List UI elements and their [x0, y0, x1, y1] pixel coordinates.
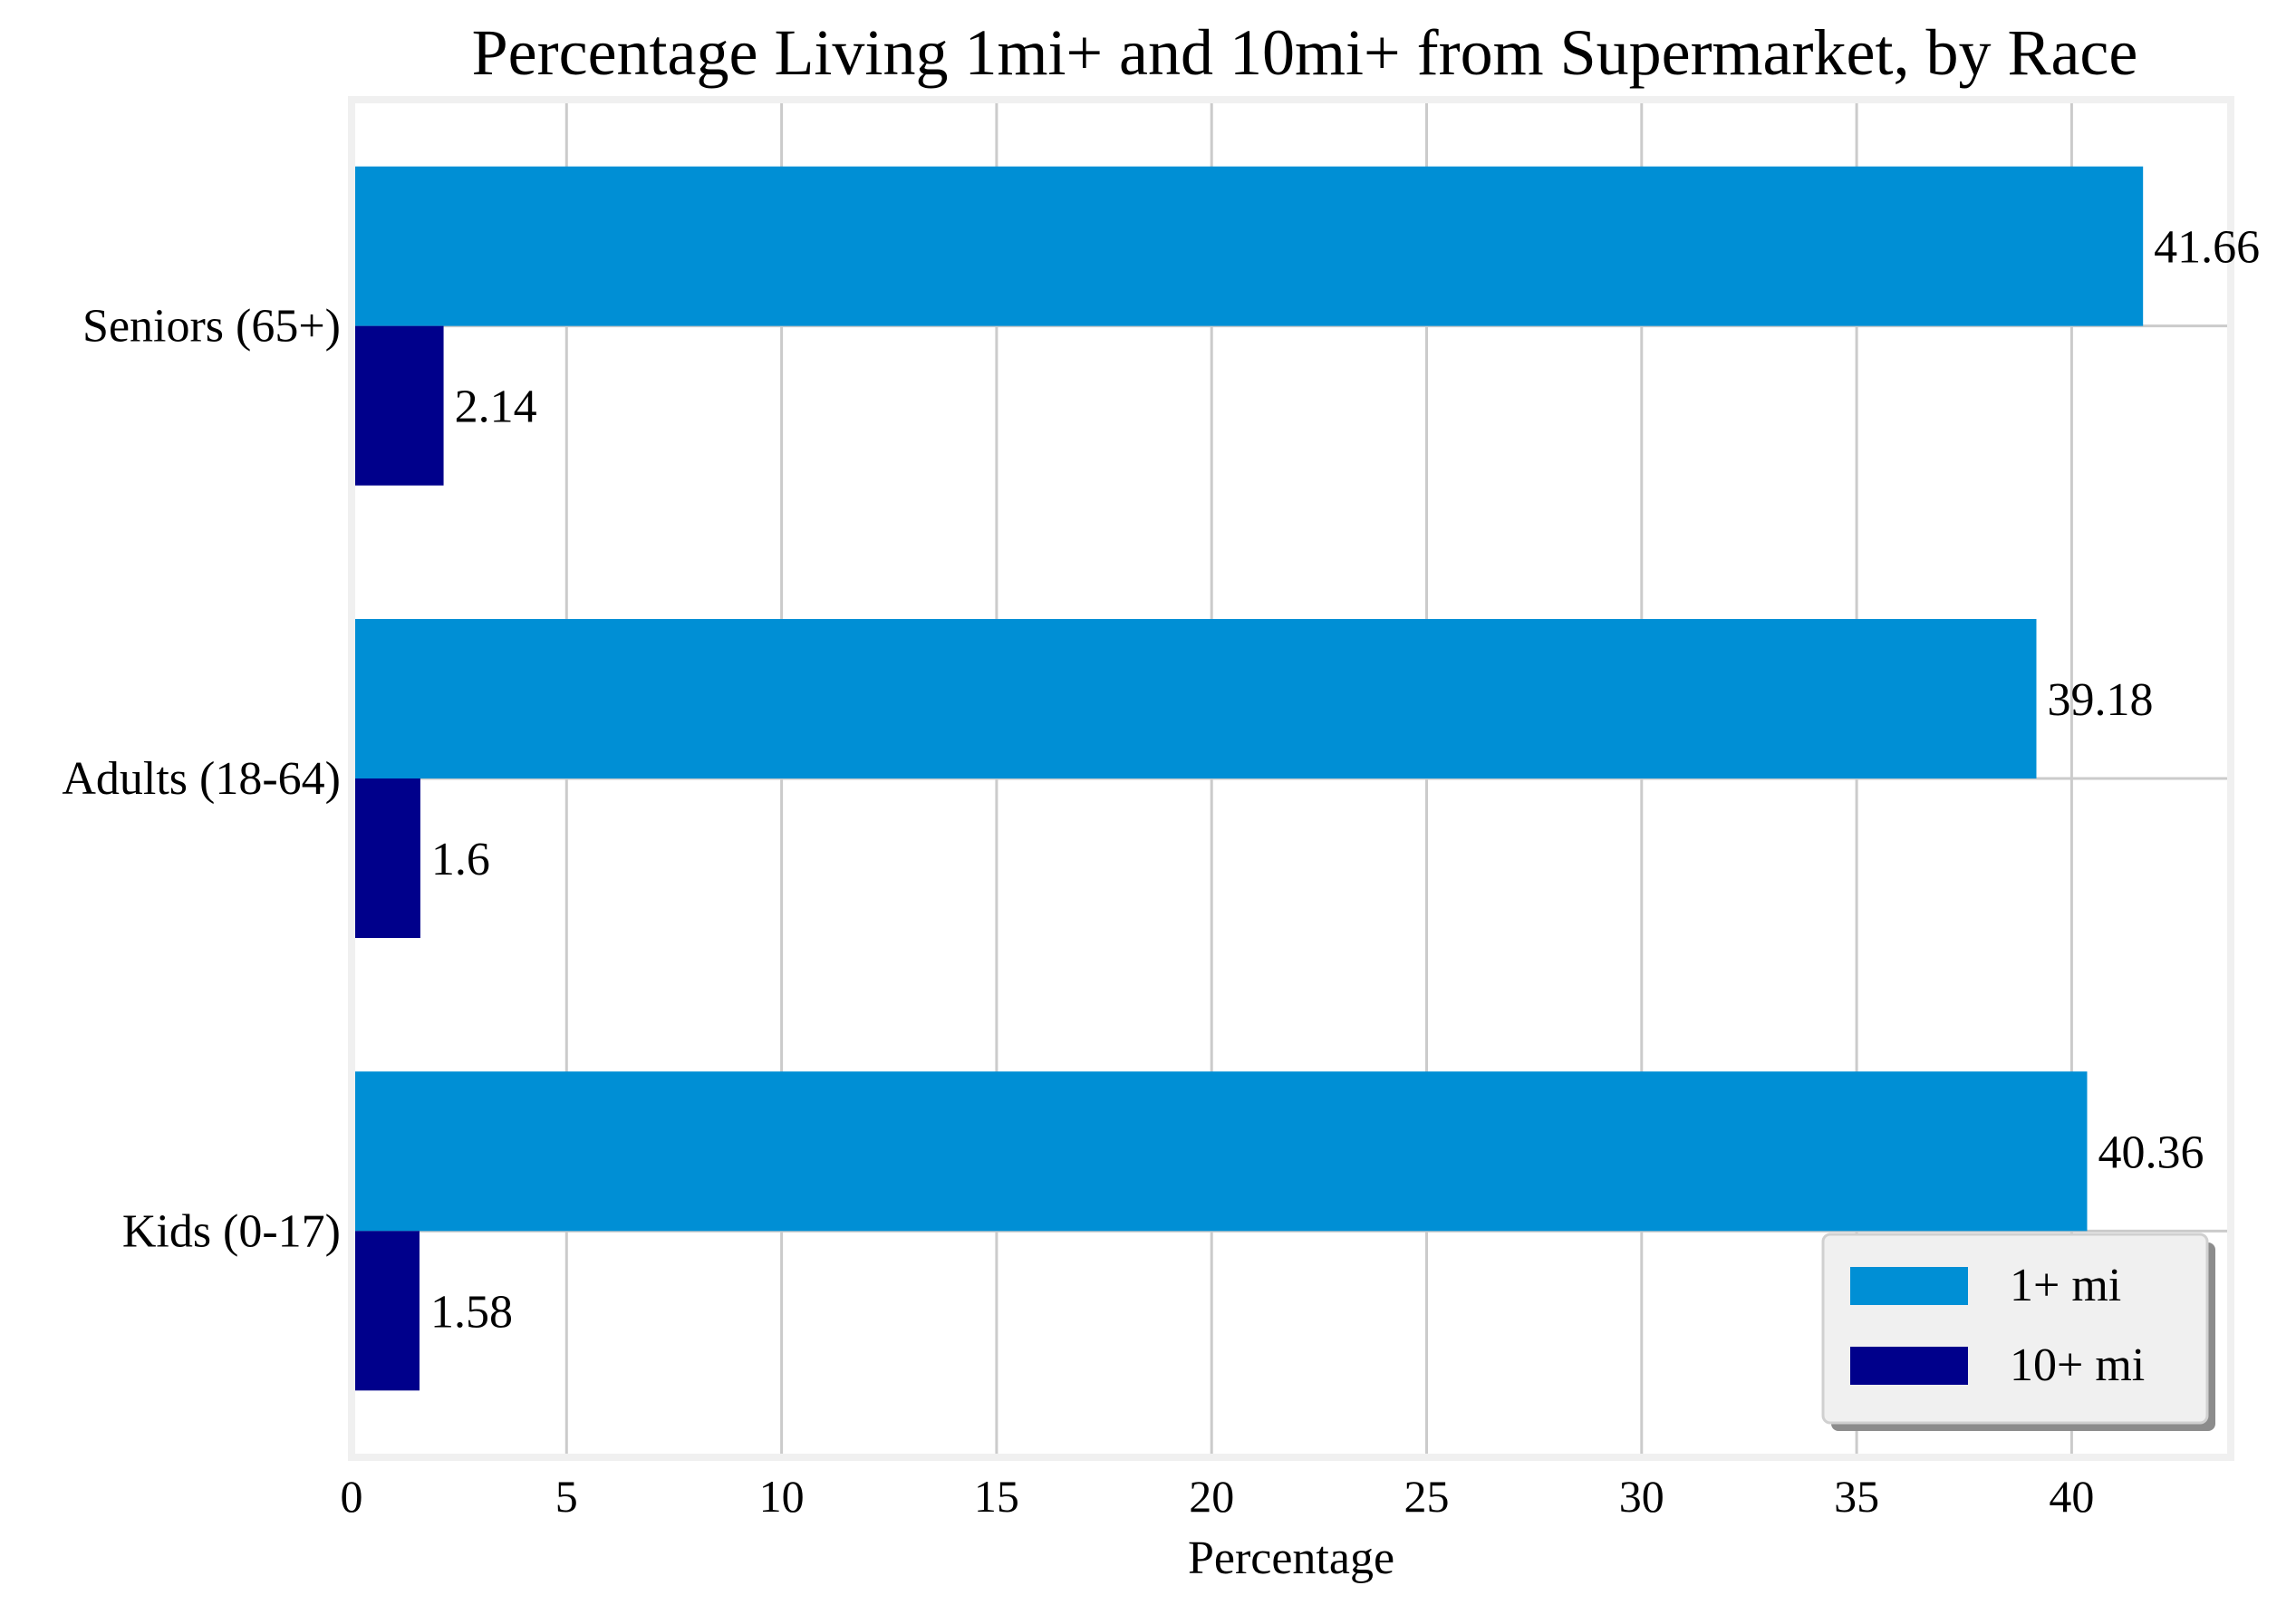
- value-label: 41.66: [2154, 222, 2260, 274]
- value-label: 39.18: [2047, 674, 2153, 726]
- bars: [352, 166, 2144, 1391]
- value-labels: 40.36 39.18 41.66 1.58 1.6 2.14: [430, 222, 2260, 1339]
- y-tick-label: Adults (18-64): [62, 753, 341, 805]
- value-label: 40.36: [2098, 1126, 2204, 1178]
- x-tick-label: 15: [974, 1471, 1019, 1522]
- x-tick-label: 25: [1404, 1471, 1449, 1522]
- y-axis-tick-labels: Kids (0-17) Adults (18-64) Seniors (65+): [62, 301, 341, 1258]
- value-label: 1.6: [431, 834, 490, 885]
- bar-1mi-0: [352, 1071, 2088, 1232]
- legend: 1+ mi 10+ mi: [1821, 1233, 2215, 1431]
- y-tick-label: Seniors (65+): [82, 301, 341, 353]
- x-axis-label: Percentage: [1188, 1532, 1394, 1584]
- bar-10mi-0: [352, 1231, 420, 1391]
- bar-1mi-2: [352, 166, 2144, 326]
- x-axis-tick-labels: 0 5 10 15 20 25 30 35 40: [341, 1471, 2095, 1522]
- x-tick-label: 20: [1189, 1471, 1234, 1522]
- legend-swatch: [1850, 1267, 1968, 1305]
- bar-10mi-2: [352, 325, 444, 486]
- chart-title: Percentage Living 1mi+ and 10mi+ from Su…: [472, 16, 2138, 89]
- x-tick-label: 35: [1834, 1471, 1879, 1522]
- value-label: 2.14: [455, 382, 537, 433]
- x-tick-label: 30: [1619, 1471, 1664, 1522]
- bar-1mi-1: [352, 619, 2037, 778]
- x-tick-label: 5: [555, 1471, 578, 1522]
- plot-frame: [348, 96, 2234, 1461]
- y-tick-label: Kids (0-17): [122, 1205, 341, 1257]
- x-tick-label: 0: [341, 1471, 363, 1522]
- legend-label: 10+ mi: [2010, 1339, 2145, 1391]
- bar-10mi-1: [352, 778, 420, 938]
- legend-swatch: [1850, 1347, 1968, 1385]
- x-tick-label: 40: [2049, 1471, 2094, 1522]
- value-label: 1.58: [430, 1286, 513, 1338]
- x-tick-label: 10: [759, 1471, 805, 1522]
- legend-label: 1+ mi: [2010, 1260, 2121, 1311]
